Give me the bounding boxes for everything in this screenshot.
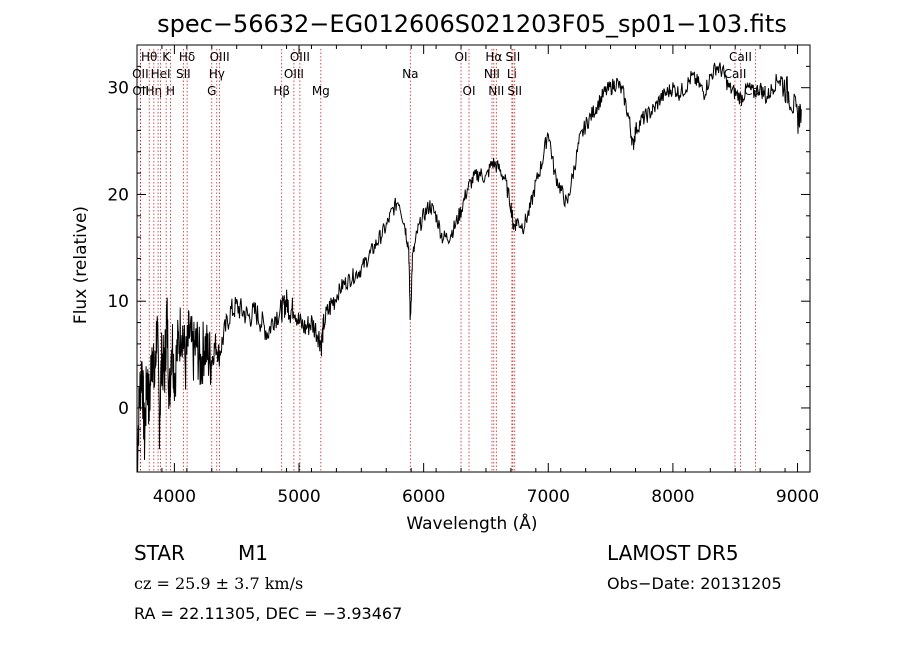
marker-label-14: OIII <box>284 67 304 81</box>
series-layer <box>136 62 802 472</box>
plot-frame <box>136 44 811 473</box>
sky-coordinates: RA = 22.11305, DEC = −3.93467 <box>134 604 402 623</box>
marker-label-19: OI <box>463 84 476 98</box>
x-axis-label: Wavelength (Å) <box>406 512 537 534</box>
x-tick-label-2: 6000 <box>402 487 445 507</box>
marker-label-18: OI <box>455 50 468 64</box>
observation-date: Obs−Date: 20131205 <box>607 574 782 593</box>
x-tick-label-3: 7000 <box>527 487 570 507</box>
marker-label-27: CaII <box>729 50 752 64</box>
marker-label-10: G <box>207 84 216 98</box>
y-tick-label-0: 0 <box>118 399 129 419</box>
marker-label-20: NII <box>484 67 500 81</box>
marker-label-25: SII <box>507 84 522 98</box>
marker-label-11: Hγ <box>209 67 225 81</box>
marker-label-3: Hη <box>146 84 163 98</box>
marker-label-9: Hδ <box>179 50 195 64</box>
line-markers: OIIOIIHθHηHeIKHSIIHδGHγOIIIHβOIIIOIIIMgN… <box>132 49 767 472</box>
survey-name: LAMOST DR5 <box>607 541 739 565</box>
marker-label-15: OIII <box>290 50 310 64</box>
spectrum-series-0 <box>136 62 802 472</box>
marker-label-22: NII <box>488 84 504 98</box>
marker-label-24: SII <box>506 50 521 64</box>
y-axis-label: Flux (relative) <box>71 206 91 324</box>
axis-ticks: 4000 5000 6000 7000 8000 9000 0 10 20 30 <box>107 44 819 507</box>
marker-label-7: H <box>166 84 175 98</box>
marker-label-5: HeI <box>151 67 171 81</box>
y-tick-label-3: 30 <box>107 79 129 99</box>
marker-label-2: Hθ <box>141 50 157 64</box>
marker-label-6: K <box>162 50 171 64</box>
redshift-velocity: cz = 25.9 ± 3.7 km/s <box>134 574 303 593</box>
x-tick-label-1: 5000 <box>277 487 320 507</box>
marker-label-12: OIII <box>210 50 230 64</box>
marker-label-26: CaII <box>724 67 747 81</box>
x-tick-label-4: 8000 <box>651 487 694 507</box>
marker-label-23: Li <box>507 67 517 81</box>
marker-label-17: Na <box>402 67 418 81</box>
x-tick-label-0: 4000 <box>153 487 196 507</box>
y-tick-label-2: 20 <box>107 185 129 205</box>
chart-title: spec−56632−EG012606S021203F05_sp01−103.f… <box>157 10 787 38</box>
y-tick-label-1: 10 <box>107 292 129 312</box>
object-class: STAR <box>134 541 185 565</box>
marker-label-8: SII <box>176 67 191 81</box>
marker-label-16: Mg <box>312 84 330 98</box>
x-tick-label-5: 9000 <box>776 487 819 507</box>
marker-label-13: Hβ <box>273 84 290 98</box>
marker-label-21: Hα <box>485 50 502 64</box>
object-subclass: M1 <box>238 541 268 565</box>
